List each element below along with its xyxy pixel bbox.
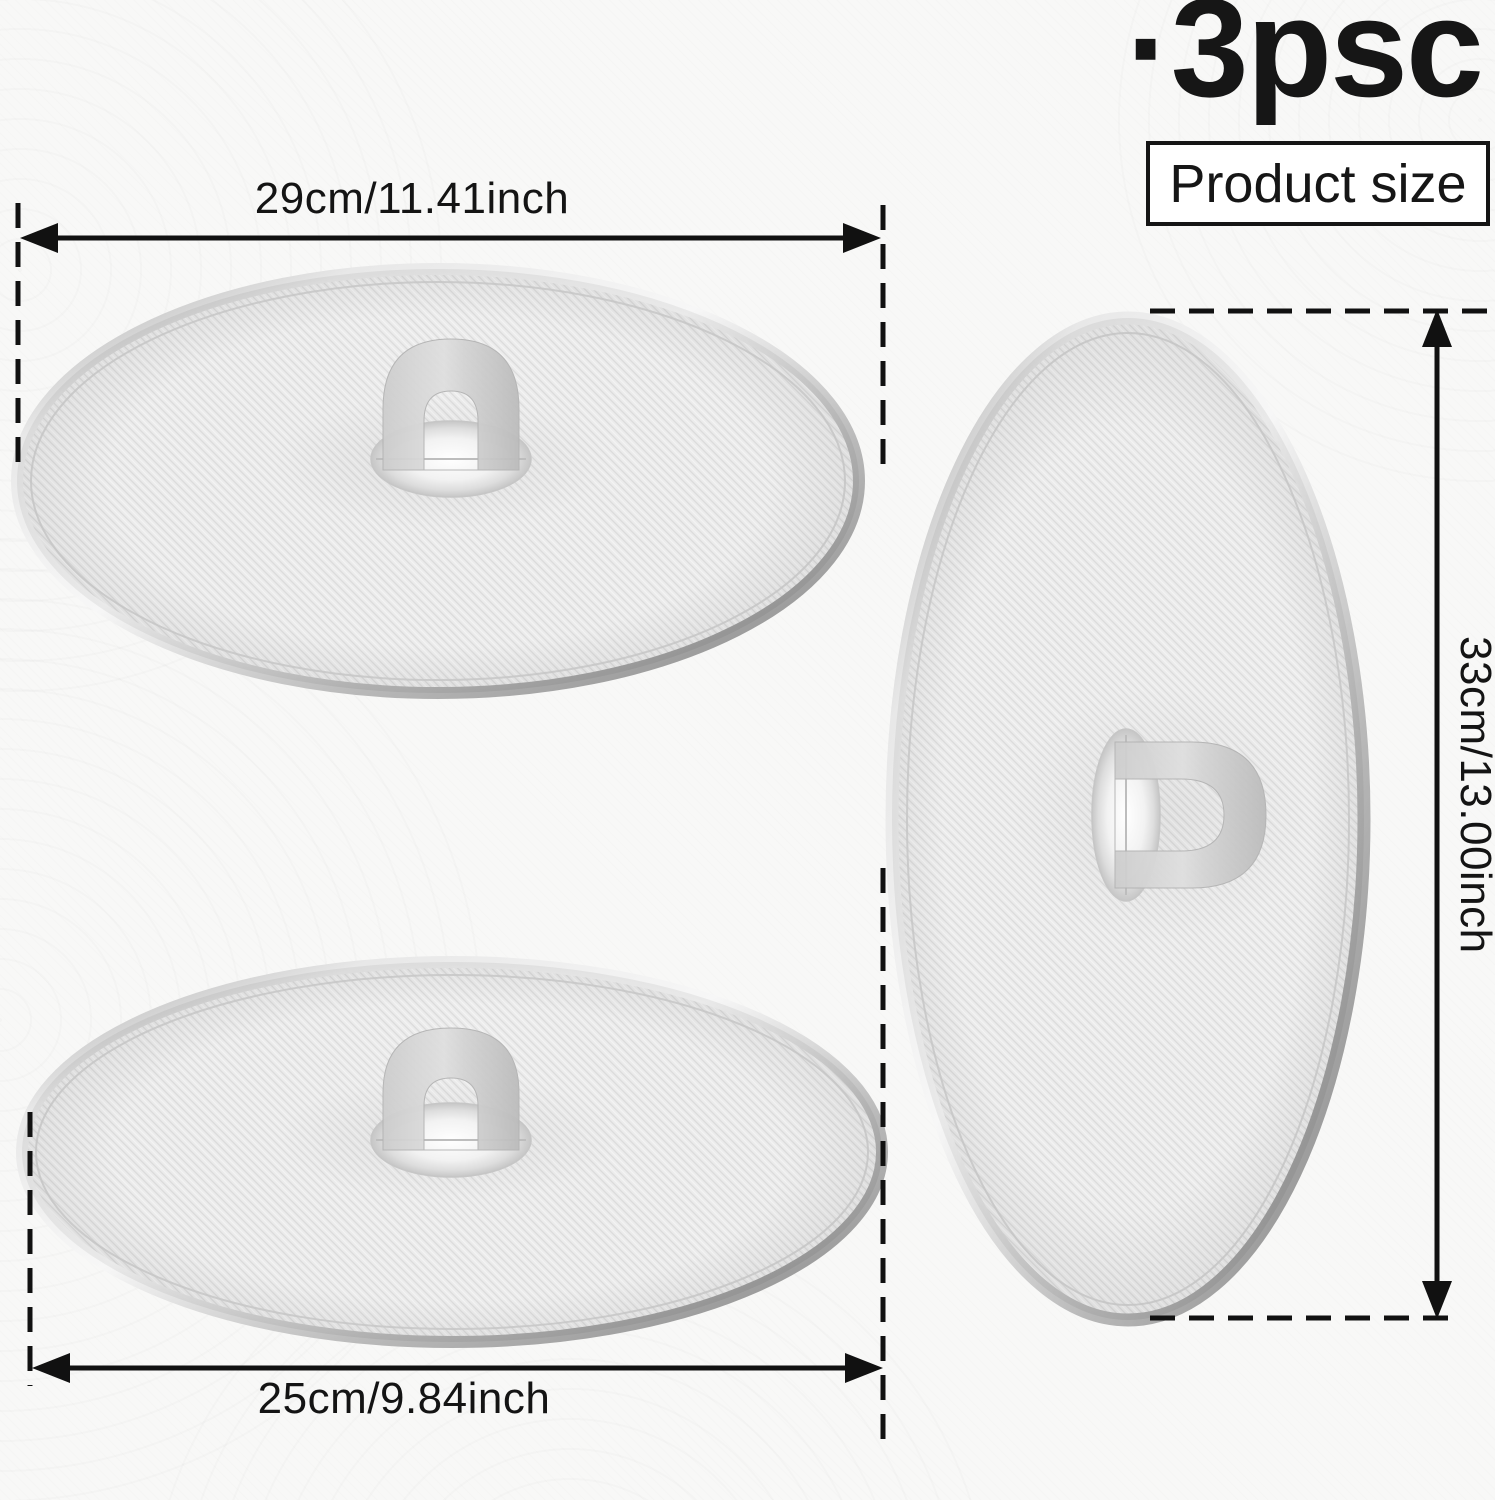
product-size-badge-label: Product size (1169, 153, 1467, 214)
extension-lines (15, 203, 1491, 1444)
splatter-screen-29cm-image (11, 263, 865, 699)
splatter-screen-33cm-image (885, 311, 1371, 1327)
right-height-arrow (1422, 309, 1452, 1319)
handle-tab-icon (370, 1027, 532, 1178)
dimension-annotations (15, 203, 1491, 1444)
top-width-label: 29cm/11.41inch (254, 174, 570, 223)
bottom-width-arrow (32, 1353, 883, 1383)
handle-tab-icon (1091, 728, 1267, 902)
top-width-arrow (20, 223, 881, 253)
right-height-label: 33cm/13.00inch (1451, 636, 1495, 954)
quantity-label: ·3psc (1126, 0, 1484, 126)
handle-tab-icon (370, 338, 532, 498)
bottom-width-label: 25cm/9.84inch (257, 1374, 551, 1423)
product-size-badge: Product size (1146, 141, 1490, 226)
splatter-screen-25cm-image (16, 956, 888, 1348)
